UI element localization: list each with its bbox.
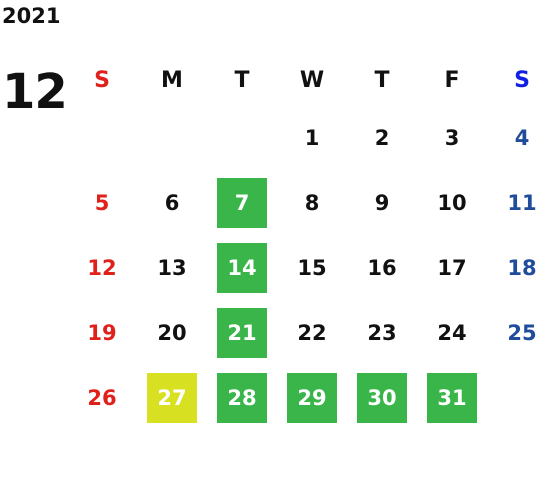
- day-number: 5: [94, 190, 110, 215]
- highlighted-day-number: 31: [427, 372, 477, 423]
- weekday-header-saturday: S: [514, 67, 530, 93]
- day-number: 20: [157, 320, 187, 345]
- day-number: 26: [87, 385, 117, 410]
- day-number: 2: [374, 125, 390, 150]
- calendar-day-cell[interactable]: 11: [487, 170, 548, 235]
- weekday-header-row: S M T W T F S: [67, 55, 548, 105]
- calendar-day-cell[interactable]: 5: [67, 170, 137, 235]
- calendar-day-cell[interactable]: 22: [277, 300, 347, 365]
- calendar-year: 2021: [2, 4, 61, 28]
- day-number: 15: [297, 255, 327, 280]
- calendar-week-row: 19 20 21 22 23 24 25: [67, 300, 548, 365]
- calendar-grid: S M T W T F S 1 2 3 4 5 6 7 8 9 10 11 12 13 14 15 16 17 1…: [67, 55, 548, 430]
- day-number: 11: [507, 190, 537, 215]
- day-number: 17: [437, 255, 467, 280]
- day-number: 13: [157, 255, 187, 280]
- calendar-day-cell[interactable]: 13: [137, 235, 207, 300]
- highlighted-day-number: 30: [357, 372, 407, 423]
- day-number: 6: [164, 190, 180, 215]
- calendar-day-cell[interactable]: 26: [67, 365, 137, 430]
- calendar-empty-cell: [137, 105, 207, 170]
- day-number: 4: [514, 125, 530, 150]
- calendar-empty-cell: [67, 105, 137, 170]
- calendar-week-row: 12 13 14 15 16 17 18: [67, 235, 548, 300]
- calendar-day-cell[interactable]: 3: [417, 105, 487, 170]
- weekday-header-tuesday: T: [234, 67, 250, 93]
- day-number: 8: [304, 190, 320, 215]
- highlighted-day-number: 29: [287, 372, 337, 423]
- calendar-day-cell[interactable]: 9: [347, 170, 417, 235]
- day-number: 24: [437, 320, 467, 345]
- highlighted-day-number: 21: [217, 307, 267, 358]
- day-number: 16: [367, 255, 397, 280]
- day-number: 1: [304, 125, 320, 150]
- calendar-day-cell[interactable]: 29: [277, 365, 347, 430]
- calendar-day-cell[interactable]: 25: [487, 300, 548, 365]
- calendar-empty-cell: [487, 365, 548, 430]
- day-number: 22: [297, 320, 327, 345]
- day-number: 19: [87, 320, 117, 345]
- calendar-day-cell[interactable]: 17: [417, 235, 487, 300]
- calendar-day-cell[interactable]: 23: [347, 300, 417, 365]
- weekday-header-wednesday: W: [299, 67, 325, 93]
- calendar-day-cell[interactable]: 27: [137, 365, 207, 430]
- calendar-day-cell[interactable]: 12: [67, 235, 137, 300]
- weekday-header-sunday: S: [94, 67, 110, 93]
- calendar-day-cell[interactable]: 20: [137, 300, 207, 365]
- weekday-header-monday: M: [161, 67, 183, 93]
- highlighted-day-number: 14: [217, 242, 267, 293]
- calendar-day-cell[interactable]: 16: [347, 235, 417, 300]
- calendar-day-cell[interactable]: 8: [277, 170, 347, 235]
- calendar-day-cell[interactable]: 14: [207, 235, 277, 300]
- day-number: 12: [87, 255, 117, 280]
- day-number: 18: [507, 255, 537, 280]
- weekday-header-friday: F: [444, 67, 460, 93]
- weekday-header-thursday: T: [374, 67, 390, 93]
- calendar-day-cell[interactable]: 6: [137, 170, 207, 235]
- calendar-day-cell[interactable]: 24: [417, 300, 487, 365]
- calendar-day-cell[interactable]: 18: [487, 235, 548, 300]
- day-number: 3: [444, 125, 460, 150]
- calendar-day-cell[interactable]: 4: [487, 105, 548, 170]
- calendar-day-cell[interactable]: 2: [347, 105, 417, 170]
- calendar-weeks: 1 2 3 4 5 6 7 8 9 10 11 12 13 14 15 16 17 18 19 20 21 22 23 24 2…: [67, 105, 548, 430]
- calendar-day-cell[interactable]: 15: [277, 235, 347, 300]
- highlighted-day-number: 28: [217, 372, 267, 423]
- calendar-day-cell[interactable]: 31: [417, 365, 487, 430]
- calendar-day-cell[interactable]: 19: [67, 300, 137, 365]
- day-number: 9: [374, 190, 390, 215]
- calendar-week-row: 5 6 7 8 9 10 11: [67, 170, 548, 235]
- calendar-day-cell[interactable]: 30: [347, 365, 417, 430]
- day-number: 10: [437, 190, 467, 215]
- highlighted-day-number: 7: [217, 177, 267, 228]
- calendar-day-cell[interactable]: 21: [207, 300, 277, 365]
- calendar-day-cell[interactable]: 10: [417, 170, 487, 235]
- calendar-day-cell[interactable]: 28: [207, 365, 277, 430]
- calendar-week-row: 26 27 28 29 30 31: [67, 365, 548, 430]
- highlighted-day-number: 27: [147, 372, 197, 423]
- calendar-week-row: 1 2 3 4: [67, 105, 548, 170]
- day-number: 23: [367, 320, 397, 345]
- day-number: 25: [507, 320, 537, 345]
- calendar-month: 12: [2, 64, 68, 120]
- calendar-day-cell[interactable]: 1: [277, 105, 347, 170]
- calendar-day-cell[interactable]: 7: [207, 170, 277, 235]
- calendar-empty-cell: [207, 105, 277, 170]
